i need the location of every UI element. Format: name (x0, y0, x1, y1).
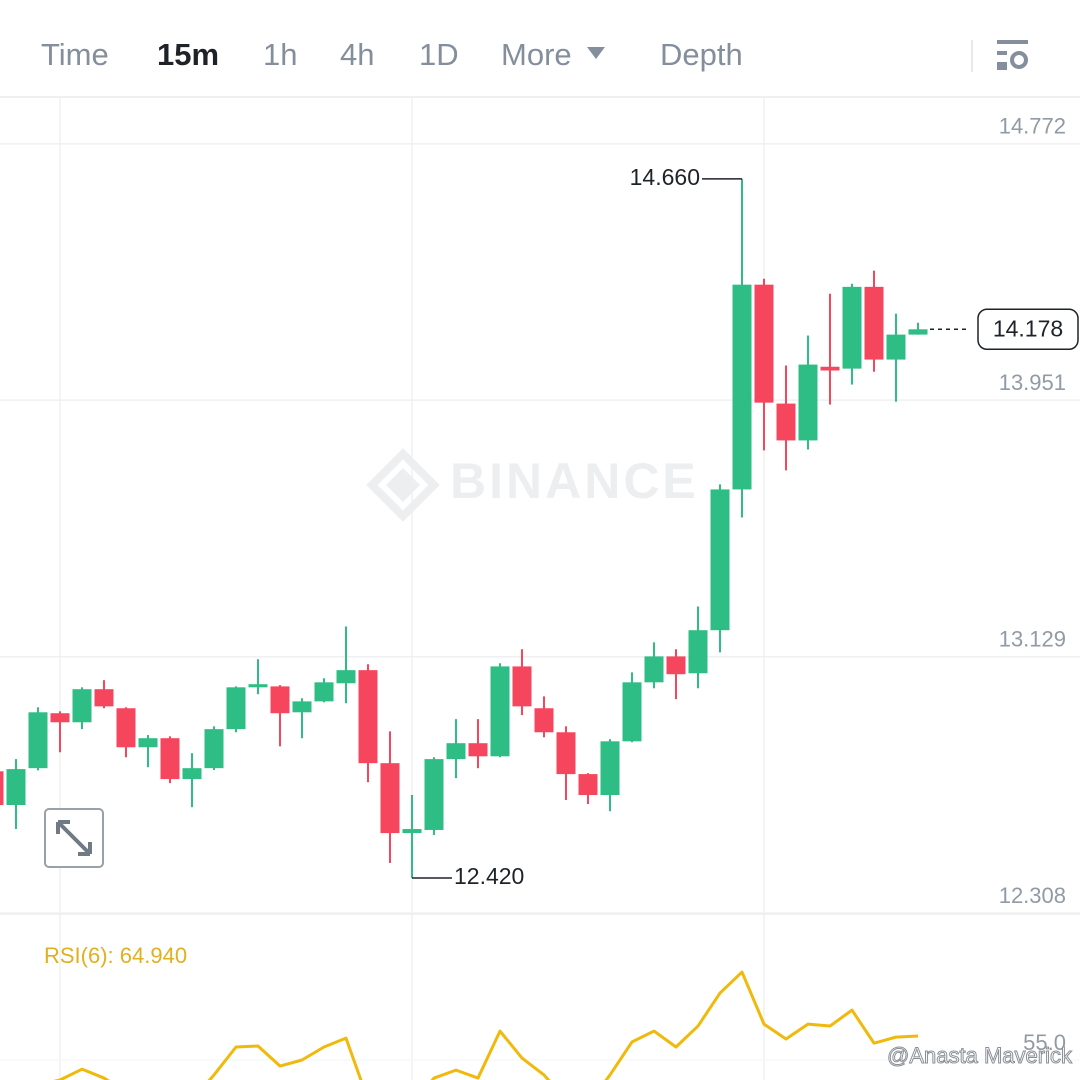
interval-tabs: Time 15m 1h 4h 1D More Depth (41, 37, 743, 72)
candle-body (842, 286, 862, 369)
candle-body (292, 701, 312, 713)
candle-body (336, 670, 356, 684)
candle-body (512, 666, 532, 707)
rsi-panel (53, 970, 919, 1080)
icon-bar (997, 62, 1007, 66)
tab[interactable]: Depth (660, 37, 743, 72)
candle-body (446, 743, 466, 760)
candle-body (732, 284, 752, 490)
rsi-line (53, 970, 919, 1080)
icon-bar (997, 40, 1028, 44)
watermark-logo (366, 448, 440, 522)
settings-icon[interactable] (997, 40, 1028, 70)
icon-bar (997, 66, 1007, 70)
candle-body (72, 689, 92, 723)
y-tick-label: 55.0 (1023, 1030, 1066, 1055)
candle-body (644, 656, 664, 683)
candle-body (204, 729, 224, 769)
candle-body (666, 656, 686, 675)
min-label: 12.420 (454, 863, 524, 889)
candles (0, 178, 928, 879)
candle-body (754, 284, 774, 403)
candle-body (28, 712, 48, 769)
dropdown-caret (587, 47, 605, 59)
y-tick-label: 13.129 (999, 627, 1066, 652)
candle-body (490, 666, 510, 757)
expand-button[interactable] (44, 808, 104, 868)
y-tick-label: 14.772 (999, 114, 1066, 139)
candle-body (358, 670, 378, 764)
candle-body (468, 743, 488, 757)
y-tick-label: 13.951 (999, 370, 1066, 395)
candle-body (578, 774, 598, 796)
watermark-text: BINANCE (450, 453, 699, 509)
indicator-title: RSI(6): 64.940 (44, 943, 187, 968)
candle-body (798, 364, 818, 441)
icon-bar (997, 51, 1007, 55)
candle-body (424, 759, 444, 830)
candle-body (534, 708, 554, 733)
watermark: BINANCE (366, 448, 699, 522)
candle-body (226, 687, 246, 730)
icon-gear (1010, 51, 1028, 69)
candle-body (182, 768, 202, 780)
candle-body (556, 732, 576, 775)
candle-body (6, 769, 26, 805)
candle-body (864, 286, 884, 360)
candle-body (622, 682, 642, 742)
tab[interactable]: More (501, 37, 572, 72)
candle-body (776, 403, 796, 441)
time-grid (59, 98, 765, 1080)
candle-body (380, 763, 400, 834)
candle-body (270, 686, 290, 714)
candle-body (820, 366, 840, 371)
tab[interactable]: 4h (340, 37, 374, 72)
tab[interactable]: 1h (263, 37, 297, 72)
candle-body (248, 684, 268, 688)
expand-arrows (56, 820, 92, 856)
candle-body (908, 329, 928, 335)
last-price-box (977, 308, 1079, 351)
candle-body (402, 829, 422, 834)
candle-body (50, 713, 70, 723)
candle-body (688, 630, 708, 674)
tab[interactable]: 15m (157, 37, 219, 72)
candle-body (138, 738, 158, 748)
max-label: 14.660 (630, 164, 700, 190)
tab[interactable]: Time (41, 37, 109, 72)
credit: @Anasta Maverick (887, 1043, 1073, 1068)
y-tick-label: 12.308 (999, 883, 1066, 908)
candle-body (0, 771, 4, 805)
candle-body (710, 489, 730, 631)
last-price-label: 14.178 (993, 315, 1063, 341)
candle-body (160, 738, 180, 780)
tab[interactable]: 1D (419, 37, 459, 72)
candle-body (886, 334, 906, 360)
candle-body (600, 741, 620, 796)
candle-body (116, 708, 136, 748)
candle-body (94, 689, 114, 707)
candle-body (314, 682, 334, 702)
plot-layer: 14.772 13.951 13.129 12.308 14.660 12.420 14.1… (0, 114, 1080, 1080)
